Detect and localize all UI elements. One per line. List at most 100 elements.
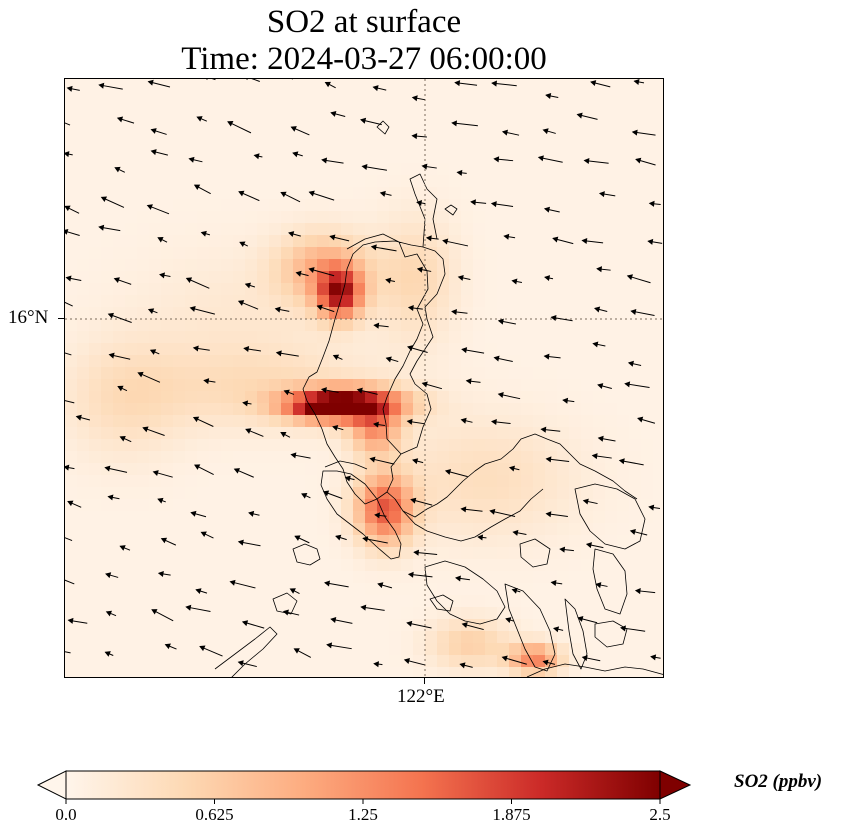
heat-cell xyxy=(113,355,126,368)
heat-cell xyxy=(125,163,138,176)
heat-cell xyxy=(65,487,78,500)
heat-cell xyxy=(317,307,330,320)
heat-cell xyxy=(185,103,198,116)
heat-cell xyxy=(89,499,102,512)
heat-cell xyxy=(413,391,426,404)
heat-cell xyxy=(449,355,462,368)
so2-heatmap xyxy=(65,79,663,677)
heat-cell xyxy=(317,91,330,104)
heat-cell xyxy=(341,163,354,176)
heat-cell xyxy=(425,271,438,284)
heat-cell xyxy=(425,259,438,272)
heat-cell xyxy=(305,175,318,188)
heat-cell xyxy=(305,523,318,536)
heat-cell xyxy=(545,211,558,224)
heat-cell xyxy=(521,247,534,260)
heat-cell xyxy=(257,559,270,572)
heat-cell xyxy=(629,139,642,152)
heat-cell xyxy=(173,475,186,488)
heat-cell xyxy=(293,511,306,524)
heat-cell xyxy=(641,235,654,248)
heat-cell xyxy=(185,199,198,212)
heat-cell xyxy=(401,163,414,176)
heat-cell xyxy=(353,295,366,308)
heat-cell xyxy=(653,187,663,200)
heat-cell xyxy=(557,247,570,260)
heat-cell xyxy=(353,91,366,104)
heat-cell xyxy=(197,451,210,464)
heat-cell xyxy=(365,319,378,332)
heat-cell xyxy=(365,223,378,236)
heat-cell xyxy=(125,151,138,164)
heat-cell xyxy=(353,499,366,512)
heat-cell xyxy=(533,523,546,536)
heat-cell xyxy=(185,607,198,620)
heat-cell xyxy=(485,175,498,188)
heat-cell xyxy=(209,163,222,176)
heat-cell xyxy=(233,403,246,416)
heat-cell xyxy=(401,307,414,320)
heat-cell xyxy=(269,115,282,128)
heat-cell xyxy=(485,547,498,560)
heat-cell xyxy=(341,331,354,344)
heat-cell xyxy=(173,595,186,608)
heat-cell xyxy=(209,439,222,452)
heat-cell xyxy=(353,115,366,128)
heat-cell xyxy=(365,343,378,356)
heat-cell xyxy=(605,379,618,392)
heat-cell xyxy=(89,355,102,368)
heat-cell xyxy=(377,523,390,536)
heat-cell xyxy=(545,79,558,92)
heat-cell xyxy=(329,271,342,284)
heat-cell xyxy=(149,223,162,236)
heat-cell xyxy=(545,139,558,152)
heat-cell xyxy=(221,139,234,152)
heat-cell xyxy=(425,487,438,500)
heat-cell xyxy=(353,151,366,164)
heat-cell xyxy=(437,211,450,224)
heat-cell xyxy=(329,283,342,296)
heat-cell xyxy=(509,223,522,236)
heat-cell xyxy=(497,223,510,236)
heat-cell xyxy=(137,271,150,284)
heat-cell xyxy=(125,415,138,428)
heat-cell xyxy=(425,199,438,212)
heat-cell xyxy=(653,595,663,608)
heat-cell xyxy=(629,559,642,572)
heat-cell xyxy=(581,187,594,200)
heat-cell xyxy=(173,619,186,632)
heat-cell xyxy=(521,91,534,104)
heat-cell xyxy=(629,367,642,380)
heat-cell xyxy=(101,595,114,608)
heat-cell xyxy=(329,115,342,128)
heat-cell xyxy=(473,187,486,200)
heat-cell xyxy=(77,499,90,512)
heat-cell xyxy=(461,127,474,140)
heat-cell xyxy=(521,487,534,500)
heat-cell xyxy=(437,115,450,128)
heat-cell xyxy=(365,511,378,524)
heat-cell xyxy=(221,583,234,596)
heat-cell xyxy=(581,451,594,464)
heat-cell xyxy=(365,355,378,368)
heat-cell xyxy=(101,295,114,308)
heat-cell xyxy=(581,331,594,344)
heat-cell xyxy=(281,211,294,224)
heat-cell xyxy=(185,487,198,500)
heat-cell xyxy=(497,307,510,320)
heat-cell xyxy=(149,511,162,524)
heat-cell xyxy=(329,499,342,512)
heat-cell xyxy=(125,559,138,572)
heat-cell xyxy=(233,151,246,164)
heat-cell xyxy=(149,523,162,536)
heat-cell xyxy=(377,247,390,260)
colorbar-tick-label: 0.625 xyxy=(195,805,234,824)
heat-cell xyxy=(413,151,426,164)
heat-cell xyxy=(413,295,426,308)
heat-cell xyxy=(509,571,522,584)
heat-cell xyxy=(149,571,162,584)
heat-cell xyxy=(245,355,258,368)
heat-cell xyxy=(113,103,126,116)
heat-cell xyxy=(545,583,558,596)
heat-cell xyxy=(425,367,438,380)
